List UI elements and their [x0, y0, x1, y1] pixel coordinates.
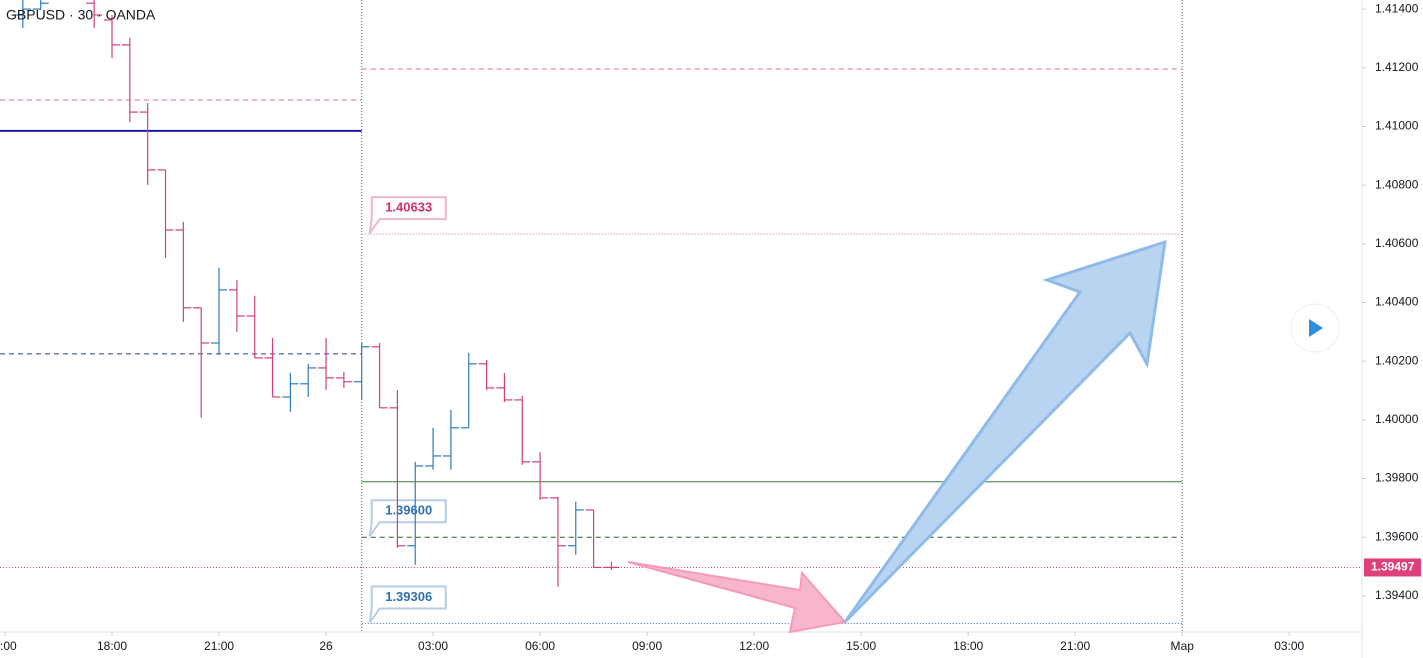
y-tick-label: 1.40800: [1375, 177, 1419, 191]
up-arrow-drawing: [843, 239, 1167, 624]
level-label-box: [368, 585, 447, 624]
x-tick-label: 21:00: [204, 639, 234, 653]
x-tick-label: 03:00: [1274, 639, 1304, 653]
x-tick-label: 03:00: [418, 639, 448, 653]
y-tick-label: 1.40000: [1375, 412, 1419, 426]
y-tick-label: 1.40600: [1375, 236, 1419, 250]
y-tick-label: 1.39800: [1375, 471, 1419, 485]
x-tick-label: 09:00: [632, 639, 662, 653]
level-label: 1.39306: [385, 589, 432, 604]
y-tick-label: 1.40200: [1375, 353, 1419, 367]
last-price-badge: [1364, 558, 1421, 577]
y-tick-label: 1.41400: [1375, 1, 1419, 15]
symbol-title: GBPUSD · 30 · OANDA: [6, 7, 156, 23]
x-tick-label: 18:00: [953, 639, 983, 653]
plot-area: 1.40633 1.39600 1.39306: [0, 0, 1362, 632]
x-tick-label: 12:00: [739, 639, 769, 653]
play-icon: [1309, 319, 1323, 337]
x-tick-label: 5:00: [0, 639, 17, 653]
y-tick-label: 1.41200: [1375, 60, 1419, 74]
y-tick-label: 1.39400: [1375, 588, 1419, 602]
y-tick-label: 1.41000: [1375, 119, 1419, 133]
last-price-label: 1.39497: [1371, 560, 1415, 574]
x-tick-label: 06:00: [525, 639, 555, 653]
x-tick-label: Мар: [1170, 639, 1194, 653]
level-label: 1.40633: [385, 200, 432, 215]
x-tick-label: 15:00: [846, 639, 876, 653]
level-label: 1.39600: [385, 503, 432, 518]
y-tick-label: 1.39600: [1375, 529, 1419, 543]
x-tick-label: 21:00: [1060, 639, 1090, 653]
y-tick-label: 1.40400: [1375, 295, 1419, 309]
x-tick-label: 18:00: [97, 639, 127, 653]
x-tick-label: 26: [319, 639, 333, 653]
level-label-box: [368, 196, 447, 234]
level-label-box: [368, 499, 447, 537]
